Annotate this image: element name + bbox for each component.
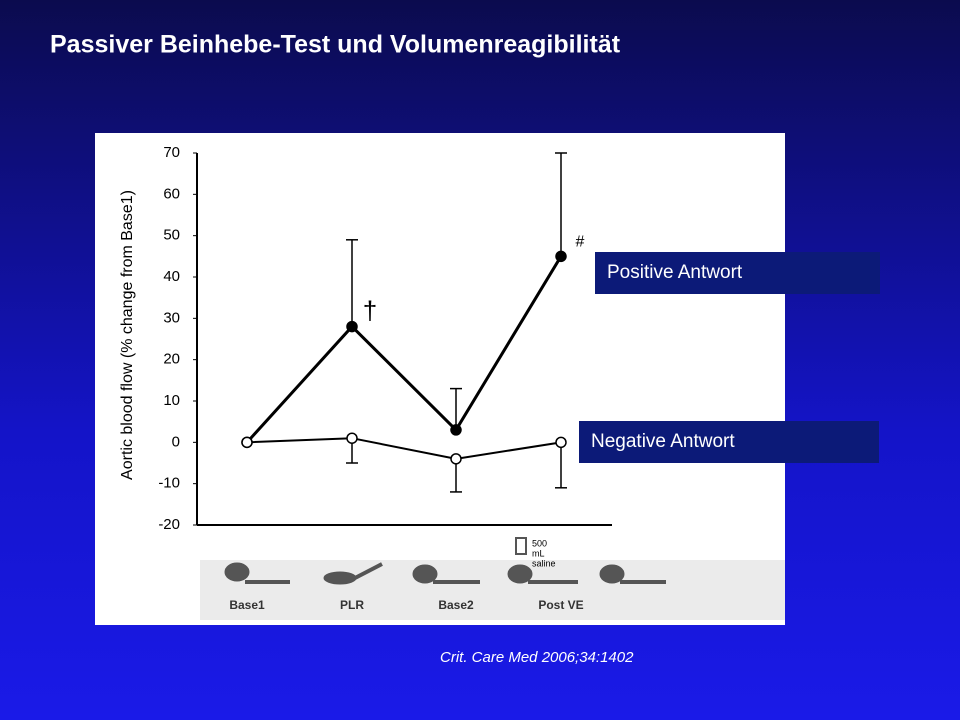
legend-negative: Negative Antwort <box>579 421 879 463</box>
position-icons <box>224 537 666 585</box>
series-line <box>246 437 562 460</box>
y-tick-label: 0 <box>172 433 180 450</box>
x-tick-label: PLR <box>340 598 364 612</box>
legend-positive: Positive Antwort <box>595 252 880 294</box>
x-tick-label: Post VE <box>538 598 583 612</box>
infusion-label: 500 <box>532 538 547 548</box>
series-line <box>245 255 563 444</box>
y-tick-label: 20 <box>163 351 180 368</box>
infusion-label: saline <box>532 558 556 568</box>
y-tick-label: 60 <box>163 185 180 202</box>
y-tick-label: 10 <box>163 392 180 409</box>
annotation: † <box>363 295 377 325</box>
data-point <box>346 320 358 333</box>
y-tick-label: 40 <box>163 268 180 285</box>
annotation: # <box>576 234 585 251</box>
y-tick-label: 30 <box>163 309 180 326</box>
chart-area <box>95 133 785 625</box>
x-tick-label: Base1 <box>229 598 265 612</box>
slide-title: Passiver Beinhebe-Test und Volumenreagib… <box>50 31 621 59</box>
y-tick-label: -20 <box>158 516 180 533</box>
data-point <box>241 436 253 449</box>
data-point <box>450 424 462 436</box>
data-point <box>555 436 567 449</box>
data-point <box>555 250 567 263</box>
x-tick-label: Base2 <box>438 598 474 612</box>
y-tick-label: 50 <box>163 227 180 244</box>
y-tick-label: 70 <box>163 144 180 161</box>
infusion-label: mL <box>532 548 545 558</box>
y-tick-label: -10 <box>158 475 180 492</box>
citation: Crit. Care Med 2006;34:1402 <box>440 649 634 666</box>
data-point <box>346 432 358 444</box>
y-axis-label: Aortic blood flow (% change from Base1) <box>119 190 136 480</box>
data-point <box>450 453 462 465</box>
icon-band <box>200 560 785 620</box>
